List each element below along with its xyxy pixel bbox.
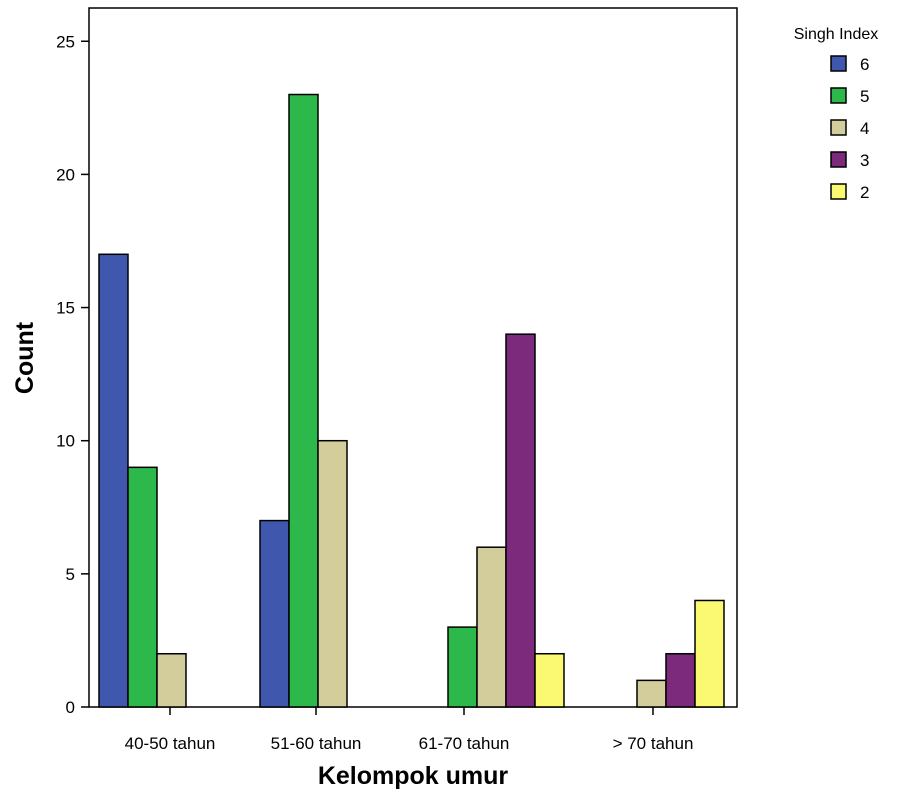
legend-label: 4 — [860, 119, 869, 138]
legend-swatch — [830, 87, 847, 104]
bars-group — [98, 93, 725, 708]
legend-label: 5 — [860, 87, 869, 106]
legend-label: 3 — [860, 151, 869, 170]
bar — [665, 652, 696, 708]
legend: Singh Index 6 5 4 3 2 — [794, 26, 879, 202]
y-tick-label: 20 — [56, 165, 75, 184]
legend-title: Singh Index — [794, 26, 879, 43]
y-tick-label: 15 — [56, 299, 75, 318]
bar — [288, 93, 319, 708]
y-tick-label: 25 — [56, 32, 75, 51]
legend-swatch — [830, 119, 847, 136]
x-axis-title: Kelompok umur — [318, 762, 509, 790]
x-tick-label: 51-60 tahun — [271, 734, 362, 753]
bar — [317, 439, 348, 708]
legend-swatch — [830, 55, 847, 72]
legend-swatch — [830, 151, 847, 168]
bar — [636, 679, 667, 708]
x-tick-label: > 70 tahun — [613, 734, 694, 753]
y-tick-label: 5 — [66, 565, 75, 584]
bar — [98, 253, 129, 708]
bar — [505, 333, 536, 708]
y-tick-label: 10 — [56, 432, 75, 451]
bar — [476, 546, 507, 708]
x-tick-label: 61-70 tahun — [419, 734, 510, 753]
y-axis: 0 5 10 15 20 25 — [56, 32, 89, 717]
y-axis-title: Count — [11, 321, 39, 394]
legend-label: 6 — [860, 55, 869, 74]
plot-frame — [88, 7, 738, 708]
bar — [156, 652, 187, 708]
bar — [534, 652, 565, 708]
bar — [447, 626, 478, 708]
bar — [259, 519, 290, 708]
x-tick-label: 40-50 tahun — [125, 734, 216, 753]
x-axis: 40-50 tahun 51-60 tahun 61-70 tahun > 70 ta… — [125, 707, 694, 753]
y-tick-label: 0 — [66, 698, 75, 717]
legend-swatch — [830, 183, 847, 200]
legend-label: 2 — [860, 183, 869, 202]
bar — [694, 599, 725, 708]
bar — [127, 466, 158, 708]
